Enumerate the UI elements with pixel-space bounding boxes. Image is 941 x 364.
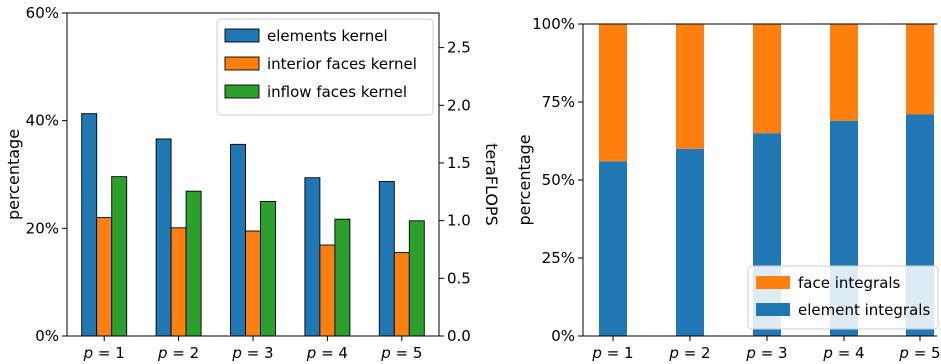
y-tick-label: 60% <box>26 4 59 22</box>
legend-swatch <box>756 303 790 316</box>
bar-elements-kernel <box>304 177 321 337</box>
axes-frame <box>66 12 440 337</box>
y-tick-label: 100% <box>532 15 575 33</box>
y-tick-label: 75% <box>542 93 575 111</box>
legend-box <box>747 265 939 330</box>
y-tick-label: 20% <box>26 219 59 237</box>
y2-tick-label: 0.0 <box>447 327 471 345</box>
bar-elements-kernel <box>378 181 395 337</box>
y-axis-label: percentage <box>515 134 534 225</box>
bar-inflow-faces-kernel <box>260 200 276 337</box>
y2-tick-label: 2.0 <box>447 96 471 114</box>
legend-swatch <box>756 276 790 289</box>
x-tick-label: p = 5 <box>380 344 422 362</box>
bar-elements-kernel <box>155 138 172 337</box>
stacked-bar-face-integrals <box>599 24 627 162</box>
bar-elements-kernel <box>81 113 98 337</box>
stacked-bar-element-integrals <box>599 161 627 336</box>
y-tick-label: 0% <box>35 327 59 345</box>
legend-label: elements kernel <box>267 27 388 45</box>
y2-tick-label: 1.5 <box>447 154 471 172</box>
legend-label: element integrals <box>798 301 930 319</box>
bar-interior-faces-kernel <box>96 217 113 337</box>
stacked-bar-element-integrals <box>676 148 704 336</box>
x-tick-label: p = 4 <box>822 344 864 362</box>
y2-tick-label: 2.5 <box>447 39 471 57</box>
x-tick-label: p = 1 <box>591 344 633 362</box>
y-axis-label: percentage <box>4 129 23 220</box>
legend: face integrals element integrals <box>747 265 939 330</box>
legend-swatch <box>224 84 260 99</box>
stacked-bar-face-integrals <box>906 24 934 115</box>
stacked-bar-face-integrals <box>753 24 781 134</box>
x-tick-label: p = 2 <box>668 344 710 362</box>
y2-axis-label: teraFLOPS <box>482 143 501 225</box>
bar-inflow-faces-kernel <box>334 218 351 337</box>
legend-swatch <box>224 56 260 71</box>
x-tick-label: p = 3 <box>231 344 273 362</box>
x-tick-label: p = 4 <box>306 344 348 362</box>
y2-tick-label: 0.5 <box>447 269 471 287</box>
x-tick-label: p = 2 <box>157 344 199 362</box>
legend: elements kernel interior faces kernel infl… <box>216 18 434 116</box>
legend-label: inflow faces kernel <box>267 83 407 101</box>
y-tick-label: 25% <box>542 249 575 267</box>
legend-box <box>216 18 434 116</box>
y2-tick-label: 1.0 <box>447 212 471 230</box>
x-tick-label: p = 3 <box>745 344 787 362</box>
bar-elements-kernel <box>230 143 246 337</box>
chart-integral-shares: 0% 25% 50% 75% 100% p = 1 p = 2 p = 3 p = 4 p = 5… <box>515 15 941 362</box>
bar-interior-faces-kernel <box>170 227 187 337</box>
bar-interior-faces-kernel <box>245 230 261 337</box>
bar-interior-faces-kernel <box>319 244 336 337</box>
legend-label: face integrals <box>798 274 901 292</box>
bar-inflow-faces-kernel <box>111 176 128 337</box>
x-tick-label: p = 5 <box>898 344 940 362</box>
legend-swatch <box>224 28 260 43</box>
bar-interior-faces-kernel <box>393 252 410 337</box>
y-tick-label: 40% <box>26 112 59 130</box>
bar-inflow-faces-kernel <box>185 190 202 337</box>
legend-label: interior faces kernel <box>267 55 417 73</box>
chart-kernel-percentages: 0% 20% 40% 60% 0.0 0.5 1.0 1.5 2.0 2.5 p = 1 p = 2 p… <box>4 4 501 362</box>
stacked-bar-face-integrals <box>830 24 858 121</box>
y-tick-label: 50% <box>542 171 575 189</box>
bar-inflow-faces-kernel <box>408 220 425 337</box>
stacked-bar-face-integrals <box>676 24 704 149</box>
y-tick-label: 0% <box>551 327 575 345</box>
x-tick-label: p = 1 <box>83 344 125 362</box>
